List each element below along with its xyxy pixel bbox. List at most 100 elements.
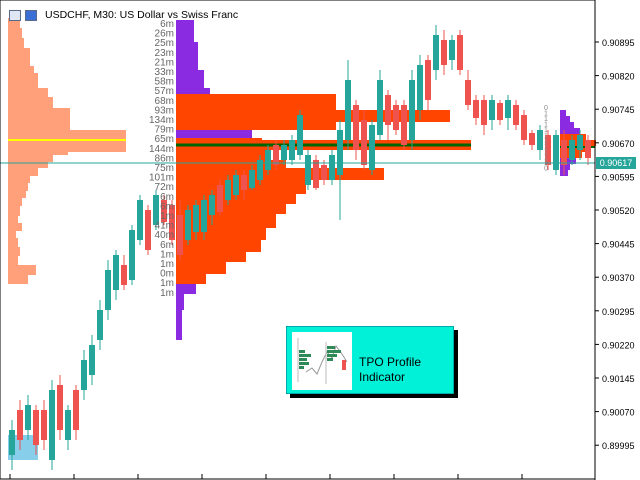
tpo-count-label: 57m bbox=[155, 86, 174, 97]
left-profile-bar bbox=[8, 206, 20, 216]
window-tiles-icon[interactable] bbox=[25, 9, 37, 21]
tpo-profile-bar bbox=[176, 42, 198, 70]
candle-body bbox=[473, 100, 479, 118]
tpo-count-label: 68m bbox=[155, 96, 174, 107]
tpo-profile-bar bbox=[176, 252, 246, 262]
candle-body bbox=[73, 390, 79, 430]
candle-body bbox=[49, 390, 55, 460]
tpo-count-label: 144m bbox=[149, 144, 174, 155]
price-axis[interactable]: 0.90895 0.90820 0.90745 0.90670 0.90595 0.905… bbox=[595, 38, 635, 451]
tpo-count-label: 23m bbox=[155, 48, 174, 59]
candle-body bbox=[193, 205, 199, 232]
candle-body bbox=[433, 35, 439, 70]
tpo-profile-bar bbox=[176, 284, 196, 294]
price-axis-label: 0.90820 bbox=[602, 72, 635, 82]
tpo-profile-bar bbox=[176, 204, 286, 214]
candle-body bbox=[529, 133, 535, 145]
candle-body bbox=[161, 200, 167, 222]
price-axis-label: 0.90145 bbox=[602, 374, 635, 384]
tpo-count-label: 26m bbox=[155, 29, 174, 40]
left-profile-bar bbox=[8, 162, 48, 168]
tpo-count-label: 40m bbox=[155, 230, 174, 241]
tpo-profile-bar bbox=[176, 262, 226, 274]
left-profile-bar bbox=[8, 155, 53, 162]
left-profile-bar bbox=[8, 168, 38, 176]
candle-body bbox=[377, 80, 383, 135]
left-profile-bar bbox=[8, 176, 30, 183]
tpo-count-label: 1m bbox=[160, 259, 174, 270]
candle-body bbox=[185, 210, 191, 240]
tpo-profile-bar bbox=[176, 294, 184, 310]
tpo-count-label: 1m bbox=[160, 249, 174, 260]
tpo-count-label: 75m bbox=[155, 163, 174, 174]
price-axis-label: 0.90895 bbox=[602, 38, 635, 48]
left-profile-bar bbox=[8, 198, 22, 206]
banner-line-1: TPO Profile bbox=[359, 355, 422, 369]
candle-body bbox=[393, 105, 399, 130]
candle-body bbox=[465, 80, 471, 105]
indicator-thumbnail bbox=[292, 332, 352, 390]
candle-body bbox=[337, 130, 343, 175]
tpo-count-label: 65m bbox=[155, 134, 174, 145]
candlestick-series bbox=[9, 25, 591, 470]
tpo-profile-bar bbox=[176, 274, 206, 284]
candle-body bbox=[385, 95, 391, 125]
right-profile-label: 1 bbox=[544, 133, 548, 140]
tpo-profile-bar bbox=[176, 20, 194, 42]
candle-body bbox=[41, 410, 47, 440]
tpo-count-label: 6m bbox=[160, 192, 174, 203]
banner-line-2: Indicator bbox=[359, 370, 406, 384]
left-profile-bar bbox=[8, 66, 34, 73]
left-profile-bar bbox=[8, 48, 30, 59]
left-profile-bar bbox=[8, 216, 18, 223]
left-profile-bar bbox=[8, 97, 53, 108]
candle-body bbox=[81, 360, 87, 390]
candle-body bbox=[401, 105, 407, 145]
candle-body bbox=[561, 140, 567, 165]
candle-body bbox=[513, 105, 519, 125]
tpo-profile-banner[interactable]: TPO Profile Indicator bbox=[286, 326, 454, 394]
price-axis-label: 0.90070 bbox=[602, 408, 635, 418]
candle-body bbox=[233, 175, 239, 195]
tpo-count-label: 41m bbox=[155, 221, 174, 232]
candle-body bbox=[313, 160, 319, 188]
tpo-profile-bar bbox=[176, 128, 252, 138]
left-profile-bar bbox=[8, 59, 30, 66]
tpo-count-label: 134m bbox=[149, 115, 174, 126]
tpo-count-label: 6m bbox=[160, 201, 174, 212]
candle-body bbox=[137, 200, 143, 240]
candle-body bbox=[369, 125, 375, 170]
tpo-count-label: 72m bbox=[155, 182, 174, 193]
tpo-count-label: 6m bbox=[160, 240, 174, 251]
candle-body bbox=[441, 40, 447, 65]
candle-body bbox=[545, 135, 551, 165]
tpo-count-label: 25m bbox=[155, 38, 174, 49]
left-profile-bar bbox=[8, 88, 48, 97]
right-profile-bar bbox=[560, 110, 566, 116]
candle-body bbox=[353, 105, 359, 150]
candle-body bbox=[505, 100, 511, 118]
tpo-count-label: 93m bbox=[155, 105, 174, 116]
tpo-count-label: 86m bbox=[155, 153, 174, 164]
current-price-label: 0.90617 bbox=[596, 157, 636, 169]
candle-body bbox=[585, 140, 591, 158]
tpo-profile-bar bbox=[176, 326, 182, 340]
candle-body bbox=[425, 60, 431, 100]
right-profile-label: 1 bbox=[544, 149, 548, 156]
price-axis-label: 0.90520 bbox=[602, 206, 635, 216]
right-profile-bar bbox=[560, 158, 576, 164]
left-profile-bar bbox=[8, 231, 16, 238]
left-profile-bar bbox=[8, 275, 28, 284]
candle-body bbox=[281, 145, 287, 160]
price-axis-label: 0.90745 bbox=[602, 105, 635, 115]
tpo-count-label: 0m bbox=[160, 269, 174, 280]
window-menu-icon[interactable] bbox=[9, 9, 21, 21]
candle-body bbox=[577, 135, 583, 150]
candle-body bbox=[537, 130, 543, 150]
price-axis-label: 0.90445 bbox=[602, 240, 635, 250]
candle-body bbox=[105, 270, 111, 310]
left-volume-profile bbox=[8, 18, 126, 460]
candle-body bbox=[177, 215, 183, 255]
right-profile-label: 1 bbox=[544, 111, 548, 118]
